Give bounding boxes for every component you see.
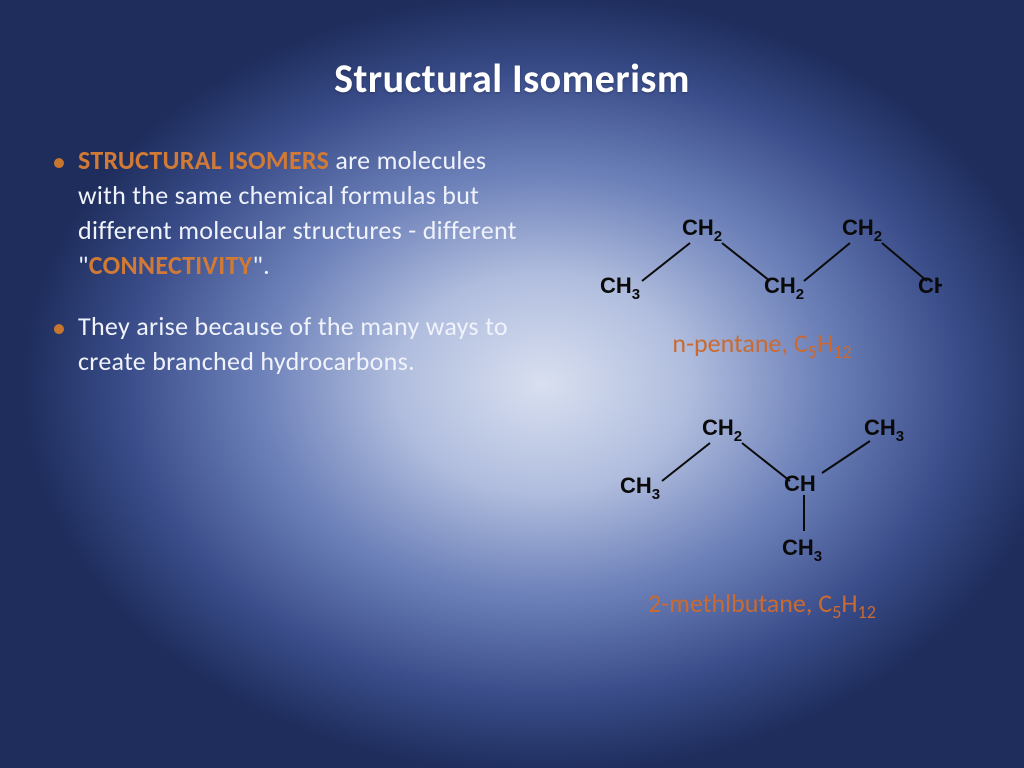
- svg-text:CH2: CH2: [842, 215, 882, 245]
- bullet-column: Structural isomers are molecules with th…: [50, 133, 540, 663]
- bullet-1-end: ".: [252, 249, 270, 281]
- bullet-2-text: They arise because of the many ways to c…: [78, 310, 508, 377]
- molecule-column: CH3 CH2 CH2 CH2 CH3 n-pentane, C5H12 CH3…: [540, 133, 984, 663]
- molecule-methylbutane: CH3 CH2 CH CH3 CH3: [582, 403, 942, 573]
- content-area: Structural isomers are molecules with th…: [0, 103, 1024, 663]
- bullet-2: They arise because of the many ways to c…: [50, 309, 540, 379]
- bullet-1-highlight2: connectivity: [89, 249, 253, 281]
- svg-text:CH: CH: [784, 471, 816, 496]
- svg-text:CH3: CH3: [918, 273, 942, 303]
- svg-text:CH3: CH3: [620, 473, 660, 503]
- svg-text:CH3: CH3: [600, 273, 640, 303]
- molecule-pentane-label: n-pentane, C5H12: [540, 327, 984, 363]
- slide-title: Structural Isomerism: [0, 0, 1024, 103]
- molecule-methylbutane-label: 2-methlbutane, C5H12: [540, 587, 984, 623]
- bullet-1: Structural isomers are molecules with th…: [50, 143, 540, 283]
- molecule-pentane: CH3 CH2 CH2 CH2 CH3: [582, 203, 942, 313]
- svg-text:CH3: CH3: [782, 535, 822, 565]
- svg-text:CH2: CH2: [764, 273, 804, 303]
- svg-text:CH3: CH3: [864, 415, 904, 445]
- bullet-1-highlight: Structural isomers: [78, 144, 329, 176]
- svg-text:CH2: CH2: [682, 215, 722, 245]
- svg-text:CH2: CH2: [702, 415, 742, 445]
